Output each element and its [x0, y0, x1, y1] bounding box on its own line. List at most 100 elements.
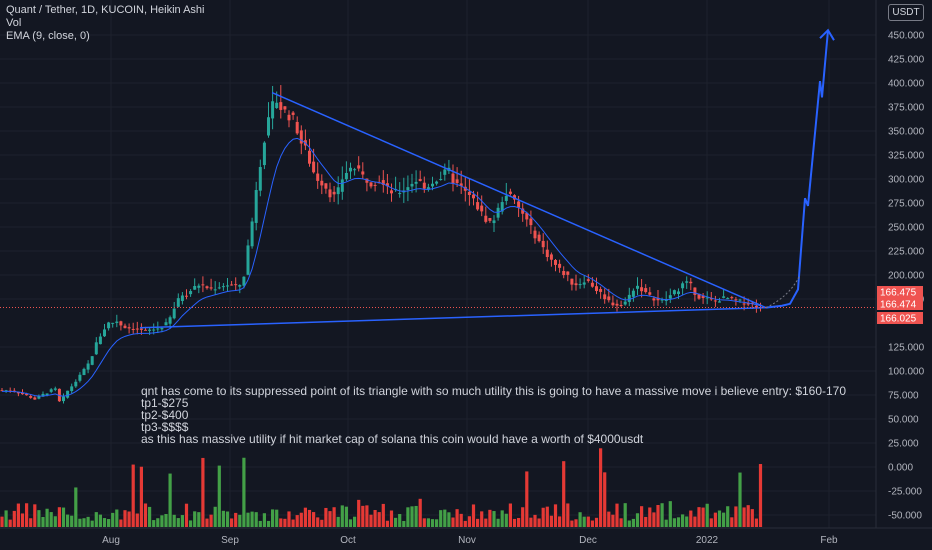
volume-bar — [70, 515, 74, 527]
volume-bar — [672, 518, 676, 527]
note-line-3: tp2-$400 — [141, 408, 189, 422]
volume-bar — [66, 514, 70, 527]
candle-body — [590, 282, 594, 287]
time-tick-label: Aug — [102, 535, 120, 546]
volume-bar — [508, 503, 512, 527]
volume-bar — [45, 508, 49, 527]
time-tick-label: Feb — [820, 535, 838, 546]
price-tick-label: 0.000 — [888, 463, 913, 474]
volume-bar — [611, 514, 615, 527]
volume-bar — [693, 516, 697, 527]
candle-body — [144, 329, 147, 331]
volume-bar — [320, 519, 324, 527]
chart-legend: Quant / Tether, 1D, KUCOIN, Heikin Ashi … — [6, 4, 205, 43]
volume-bar — [357, 499, 361, 527]
volume-bar — [221, 510, 225, 527]
candle-body — [726, 298, 730, 300]
candle-body — [271, 101, 275, 119]
volume-bar — [336, 516, 340, 527]
candle-body — [418, 179, 422, 181]
volume-bar — [521, 507, 525, 527]
price-tick-label: 50.000 — [888, 415, 919, 426]
candle-body — [619, 305, 623, 307]
volume-bar — [94, 512, 98, 527]
candle-body — [357, 165, 361, 169]
candle-body — [279, 102, 283, 110]
candle-body — [410, 183, 414, 187]
volume-bar — [738, 472, 742, 527]
candle-body — [529, 218, 533, 226]
volume-bar — [156, 518, 160, 527]
candle-body — [217, 287, 221, 289]
volume-bar — [86, 516, 90, 527]
volume-bar — [217, 465, 221, 527]
volume-bar — [324, 507, 328, 527]
candle-body — [390, 190, 393, 194]
ema-indicator-label[interactable]: EMA (9, close, 0) — [6, 30, 90, 42]
currency-badge[interactable]: USDT — [888, 4, 924, 21]
candle-body — [566, 271, 570, 275]
candle-body — [361, 171, 365, 175]
volume-bar — [107, 519, 111, 527]
candle-body — [168, 317, 172, 324]
candle-body — [738, 299, 742, 301]
volume-bar — [266, 520, 271, 527]
candle-body — [472, 194, 475, 199]
triangle-upper-line[interactable] — [271, 91, 767, 309]
volume-bar — [164, 513, 168, 527]
volume-bar — [750, 509, 754, 527]
candle-body — [152, 329, 156, 331]
candle-body — [82, 368, 86, 376]
projection-path[interactable] — [765, 30, 829, 309]
volume-bar — [250, 511, 254, 527]
candle-body — [283, 106, 287, 110]
price-tick-label: 250.000 — [888, 223, 925, 234]
volume-bar — [660, 503, 664, 527]
candle-body — [258, 167, 262, 191]
time-axis[interactable]: Aug Sep Oct Nov Dec 2022 Feb — [0, 527, 932, 546]
volume-bar — [143, 503, 148, 527]
triangle-lower-line[interactable] — [139, 306, 767, 329]
candle-body — [369, 182, 373, 187]
volume-bar — [578, 512, 582, 527]
volume-indicator-label[interactable]: Vol — [6, 17, 22, 29]
price-tick-label: 275.000 — [888, 199, 925, 210]
volume-bar — [225, 511, 230, 527]
volume-bar — [631, 518, 635, 527]
candle-body — [455, 179, 459, 184]
candle-body — [160, 328, 164, 330]
candle-body — [549, 254, 553, 260]
price-tick-label: -50.000 — [888, 511, 922, 522]
symbol-title[interactable]: Quant / Tether, 1D, KUCOIN, Heikin Ashi — [6, 4, 205, 16]
candle-body — [131, 328, 135, 331]
volume-bar — [189, 520, 193, 527]
volume-bar — [459, 513, 463, 527]
volume-bar — [398, 514, 402, 527]
volume-bar — [176, 518, 180, 527]
candle-body — [656, 297, 660, 301]
candle-body — [685, 281, 689, 283]
candle-body — [414, 181, 418, 184]
volume-bar — [590, 520, 594, 527]
candle-body — [176, 298, 180, 307]
volume-bar — [664, 519, 668, 527]
volume-bar — [435, 519, 439, 527]
volume-bar — [615, 503, 619, 527]
volume-bar — [685, 516, 689, 527]
volume-bar — [209, 514, 213, 527]
volume-bar — [422, 518, 426, 527]
candle-body — [500, 202, 504, 212]
volume-bar — [312, 512, 316, 527]
candle-body — [705, 297, 709, 299]
candle-body — [127, 327, 131, 329]
candle-body — [123, 325, 127, 329]
candle-body — [681, 283, 685, 289]
price-badge-label: 166.025 — [880, 314, 917, 325]
candle-body — [103, 329, 106, 337]
volume-bar — [668, 501, 672, 527]
price-badge — [877, 312, 923, 324]
candle-body — [668, 295, 672, 299]
price-axis[interactable]: 450.000 425.000 400.000 375.000 350.000 325.0… — [875, 0, 932, 550]
candle-body — [4, 390, 8, 392]
